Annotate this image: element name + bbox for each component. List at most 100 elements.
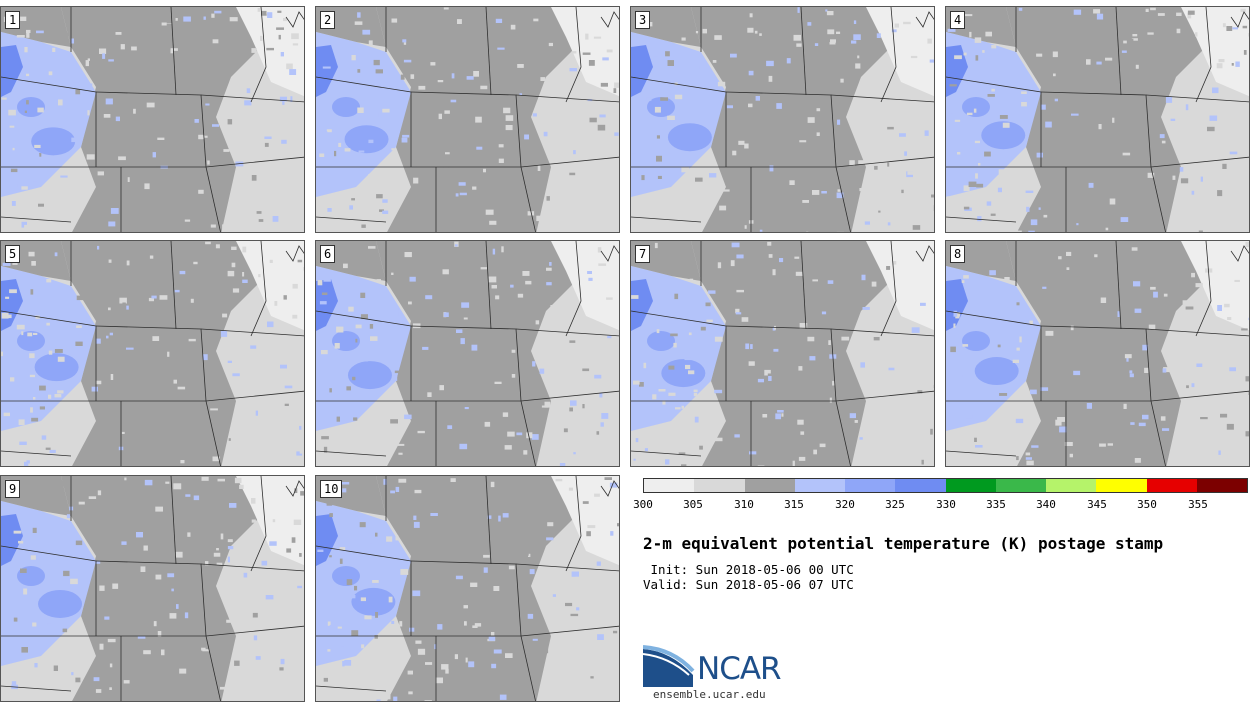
field-speckle xyxy=(892,261,897,265)
field-speckle xyxy=(174,289,180,293)
field-speckle xyxy=(186,233,192,234)
member-panel-6[interactable]: 6 xyxy=(315,240,620,467)
field-speckle xyxy=(595,169,601,173)
state-border xyxy=(485,476,492,565)
field-speckle xyxy=(827,29,835,35)
field-speckle xyxy=(336,416,340,422)
field-speckle xyxy=(868,186,877,190)
field-speckle xyxy=(370,336,378,341)
member-panel-3[interactable]: 3 xyxy=(630,6,935,233)
field-speckle xyxy=(152,336,160,341)
field-speckle xyxy=(569,68,577,72)
field-speckle xyxy=(171,588,174,592)
field-speckle xyxy=(617,523,619,527)
field-speckle xyxy=(608,138,614,143)
field-speckle xyxy=(527,613,534,619)
field-speckle xyxy=(49,449,56,453)
member-panel-9[interactable]: 9 xyxy=(0,475,305,702)
field-speckle xyxy=(1036,152,1043,158)
field-speckle xyxy=(593,36,602,39)
member-panel-7[interactable]: 7 xyxy=(630,240,935,467)
field-speckle xyxy=(1129,370,1133,374)
field-speckle xyxy=(830,39,836,43)
field-speckle xyxy=(773,348,779,352)
field-speckle xyxy=(1160,453,1169,458)
field-speckle xyxy=(955,312,961,317)
field-speckle xyxy=(747,27,754,33)
field-speckle xyxy=(187,678,191,682)
field-speckle xyxy=(594,374,602,379)
field-blue-region xyxy=(1,32,96,197)
field-speckle xyxy=(159,295,168,300)
field-speckle xyxy=(485,209,494,215)
field-speckle xyxy=(836,192,844,199)
member-panel-2[interactable]: 2 xyxy=(315,6,620,233)
logo-url[interactable]: ensemble.ucar.edu xyxy=(653,688,766,701)
field-speckle xyxy=(45,447,51,450)
field-speckle xyxy=(639,382,644,387)
field-speckle xyxy=(606,49,613,53)
field-speckle xyxy=(430,513,438,516)
field-blue-core xyxy=(1,514,23,566)
member-panel-4[interactable]: 4 xyxy=(945,6,1250,233)
field-speckle xyxy=(1113,289,1117,292)
field-speckle xyxy=(675,407,681,410)
field-speckle xyxy=(289,69,297,75)
field-speckle xyxy=(8,314,12,319)
field-speckle xyxy=(236,599,244,605)
field-speckle xyxy=(709,173,717,178)
field-speckle xyxy=(569,407,573,412)
field-speckle xyxy=(726,105,733,109)
field-speckle xyxy=(841,336,850,341)
state-border xyxy=(631,450,702,457)
field-speckle xyxy=(1132,34,1138,37)
field-speckle xyxy=(1144,367,1149,373)
field-speckle xyxy=(519,93,522,96)
field-speckle xyxy=(1086,403,1092,409)
member-panel-8[interactable]: 8 xyxy=(945,240,1250,467)
field-speckle xyxy=(1217,305,1222,311)
field-speckle xyxy=(1185,306,1194,310)
field-speckle xyxy=(66,514,71,519)
field-speckle xyxy=(183,16,191,22)
field-speckle xyxy=(768,75,773,82)
field-speckle xyxy=(232,288,240,293)
field-speckle xyxy=(95,380,102,385)
field-speckle xyxy=(33,154,40,161)
field-speckle xyxy=(543,131,548,137)
field-speckle xyxy=(417,648,426,655)
field-speckle xyxy=(324,131,328,137)
field-speckle xyxy=(276,27,284,30)
field-speckle xyxy=(9,289,17,294)
member-panel-10[interactable]: 10 xyxy=(315,475,620,702)
field-speckle xyxy=(953,310,958,317)
map-plot xyxy=(946,241,1249,466)
member-panel-1[interactable]: 1 xyxy=(0,6,305,233)
field-speckle xyxy=(266,47,274,51)
field-speckle xyxy=(666,318,670,322)
field-speckle xyxy=(303,267,304,271)
field-speckle xyxy=(533,18,539,22)
field-speckle xyxy=(360,292,366,298)
coastline xyxy=(915,11,934,28)
field-speckle xyxy=(124,477,127,481)
field-speckle xyxy=(882,356,885,359)
field-speckle xyxy=(368,139,374,144)
field-speckle xyxy=(819,443,826,448)
field-speckle xyxy=(594,410,602,413)
member-panel-5[interactable]: 5 xyxy=(0,240,305,467)
field-speckle xyxy=(455,193,459,197)
state-border xyxy=(250,241,267,337)
field-speckle xyxy=(825,9,828,12)
field-speckle xyxy=(779,209,783,215)
field-speckle xyxy=(849,413,856,419)
field-speckle xyxy=(982,50,985,53)
field-speckle xyxy=(143,545,148,551)
field-speckle xyxy=(484,421,491,427)
field-speckle xyxy=(588,277,593,281)
field-speckle xyxy=(445,668,449,674)
field-speckle xyxy=(807,22,812,26)
field-speckle xyxy=(8,109,16,116)
field-speckle xyxy=(807,117,815,123)
field-speckle xyxy=(1016,456,1019,461)
